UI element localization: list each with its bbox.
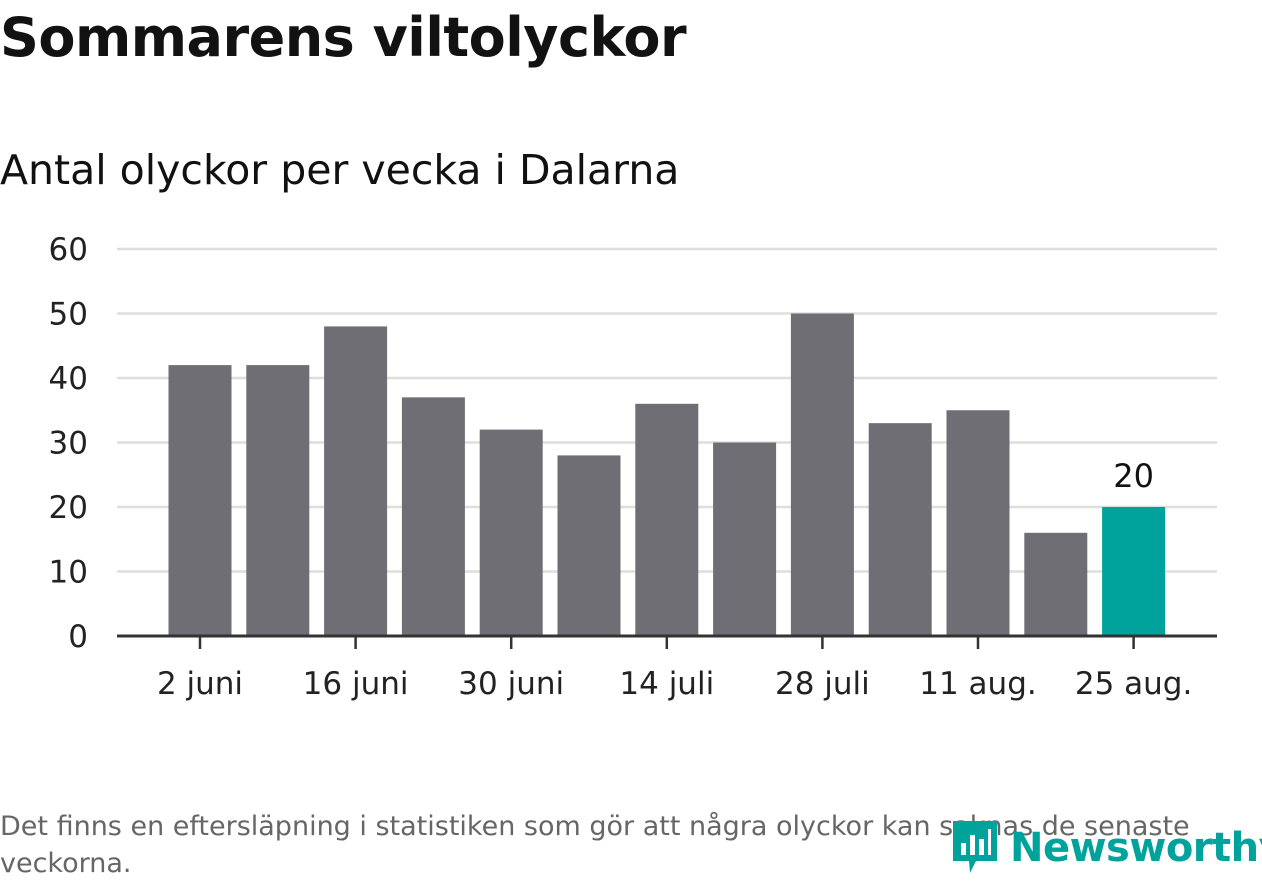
- x-tick-label: 11 aug.: [919, 666, 1036, 702]
- bar-chart: 0 10 20 30 40 50 60 20 2 juni 16 juni 30 juni 14 ju…: [49, 232, 1217, 702]
- bars: [168, 313, 1166, 636]
- bar: [635, 403, 699, 636]
- y-tick-label: 20: [49, 490, 88, 526]
- bar: [168, 365, 232, 636]
- bar: [713, 442, 777, 636]
- bar: [790, 313, 854, 636]
- data-label: 20: [1113, 457, 1154, 495]
- y-tick-label: 40: [49, 361, 88, 397]
- y-tick-label: 10: [49, 555, 88, 591]
- x-tick-label: 25 aug.: [1075, 666, 1192, 702]
- logo-text: Newsworthy: [1010, 825, 1262, 871]
- bar: [557, 455, 621, 636]
- y-tick-label: 0: [68, 619, 88, 655]
- y-tick-label: 30: [49, 426, 88, 462]
- x-tick-label: 14 juli: [619, 666, 714, 702]
- newsworthy-logo: Newsworthy: [950, 818, 1262, 878]
- x-tick-label: 28 juli: [775, 666, 870, 702]
- bar: [479, 429, 543, 636]
- chart-subtitle: Antal olyckor per vecka i Dalarna: [0, 146, 680, 194]
- bar: [1102, 507, 1166, 636]
- y-tick-label: 60: [49, 232, 88, 268]
- x-tick-label: 16 juni: [303, 666, 409, 702]
- bar: [401, 397, 465, 636]
- axes: [117, 634, 1217, 649]
- bar: [324, 326, 388, 636]
- x-tick-label: 2 juni: [157, 666, 243, 702]
- bar: [1024, 532, 1088, 636]
- bar-chart-speech-icon: [950, 817, 1000, 879]
- bar: [946, 410, 1010, 636]
- x-tick-label: 30 juni: [458, 666, 564, 702]
- bar: [246, 365, 310, 636]
- bar: [868, 423, 932, 636]
- labels: 0 10 20 30 40 50 60 20 2 juni 16 juni 30 juni 14 ju…: [49, 232, 1193, 702]
- chart-title: Sommarens viltolyckor: [0, 6, 687, 69]
- y-tick-label: 50: [49, 297, 88, 333]
